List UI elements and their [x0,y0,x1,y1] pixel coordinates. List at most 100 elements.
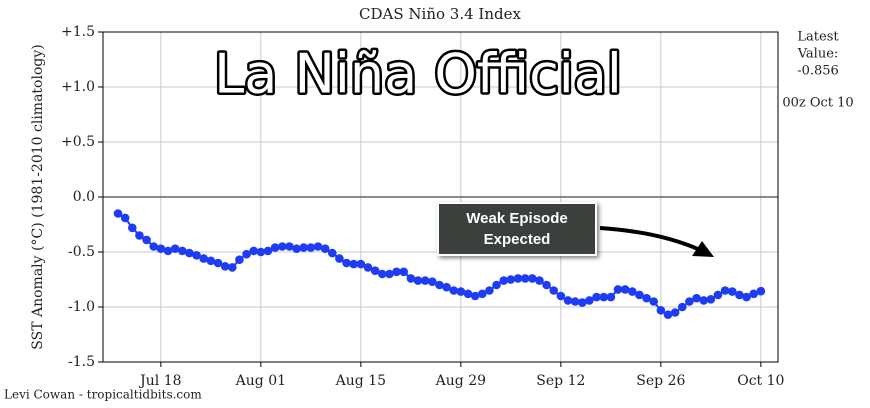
data-point [642,293,651,303]
y-tick-label: -1.0 [68,299,95,315]
data-point [577,298,587,307]
x-tick-label: Sep 26 [636,373,685,389]
x-tick-label: Jul 18 [138,373,181,389]
y-tick-label: +1.5 [61,24,95,40]
data-point [349,259,359,269]
data-point [335,254,344,263]
data-point [556,291,566,301]
y-tick-label: -1.5 [68,354,95,370]
data-point [570,297,580,306]
data-point [306,243,316,252]
data-point [177,246,187,256]
data-point [320,244,330,253]
data-point [663,310,673,320]
data-point [370,266,380,276]
data-point [413,276,423,285]
data-point [499,276,509,285]
data-point [227,263,237,272]
data-point [520,274,530,283]
data-point [292,244,301,253]
data-point [506,275,516,284]
callout-text: Expected [484,231,551,248]
data-point [677,302,687,312]
data-point [563,296,573,305]
data-point [385,269,394,279]
data-point [299,243,309,252]
latest-time: 00z Oct 10 [782,96,853,111]
data-point [492,280,501,290]
latest-label: Latest [797,30,839,45]
data-point [670,308,680,317]
data-point [406,274,416,283]
data-point [192,251,201,260]
data-point [477,289,487,299]
data-point [363,263,373,272]
data-point [220,262,230,271]
y-tick-label: 0.0 [73,189,95,205]
callout-text: Weak Episode [466,210,567,227]
data-point [656,306,666,315]
data-point [263,246,273,256]
data-point [377,269,387,279]
data-point [749,289,759,299]
data-point [270,243,280,252]
data-point [120,213,130,223]
data-point [470,291,480,301]
data-point [392,267,401,277]
data-point [620,285,630,294]
data-point [585,296,594,305]
data-point [456,287,466,296]
data-point [199,254,209,263]
data-point [442,282,451,292]
data-point [549,286,559,295]
data-point [592,292,601,302]
data-point [427,277,437,287]
y-tick-label: +1.0 [61,79,95,95]
data-point [235,255,244,264]
data-point [249,246,259,256]
data-point [342,258,351,268]
data-point [156,244,166,253]
callout-arrowhead [692,241,714,257]
data-point [535,276,544,285]
data-point [599,292,609,302]
chart-title: CDAS Niño 3.4 Index [359,5,521,23]
data-point [742,292,751,302]
data-point [170,244,180,253]
data-point [113,209,123,218]
data-point [735,290,744,300]
data-point [613,285,623,294]
x-tick-label: Oct 10 [737,373,784,389]
data-point [720,286,730,295]
y-tick-label: +0.5 [61,134,95,150]
data-point [713,290,723,300]
latest-label: Value: [797,47,839,62]
headline: La Niña Official [214,43,622,106]
data-point [206,256,216,266]
callout-box [437,202,597,256]
data-point [463,289,473,299]
data-point [399,267,409,277]
data-point [135,231,144,240]
overlay: La Niña Official Weak Episode Expected [212,40,714,257]
data-point [542,280,551,290]
data-point [285,242,294,251]
data-point [706,295,716,304]
data-point [242,249,251,259]
data-point [185,248,194,258]
data-point [420,276,430,285]
data-point [127,223,137,233]
data-point [163,246,173,256]
data-point [435,280,444,290]
data-point [142,235,151,245]
data-point [727,287,737,296]
credit: Levi Cowan - tropicaltidbits.com [4,388,202,402]
data-point [756,286,766,296]
data-point [356,259,366,269]
data-point [256,247,266,257]
data-point [627,287,637,296]
data-point [513,274,523,283]
data-point [692,293,701,303]
